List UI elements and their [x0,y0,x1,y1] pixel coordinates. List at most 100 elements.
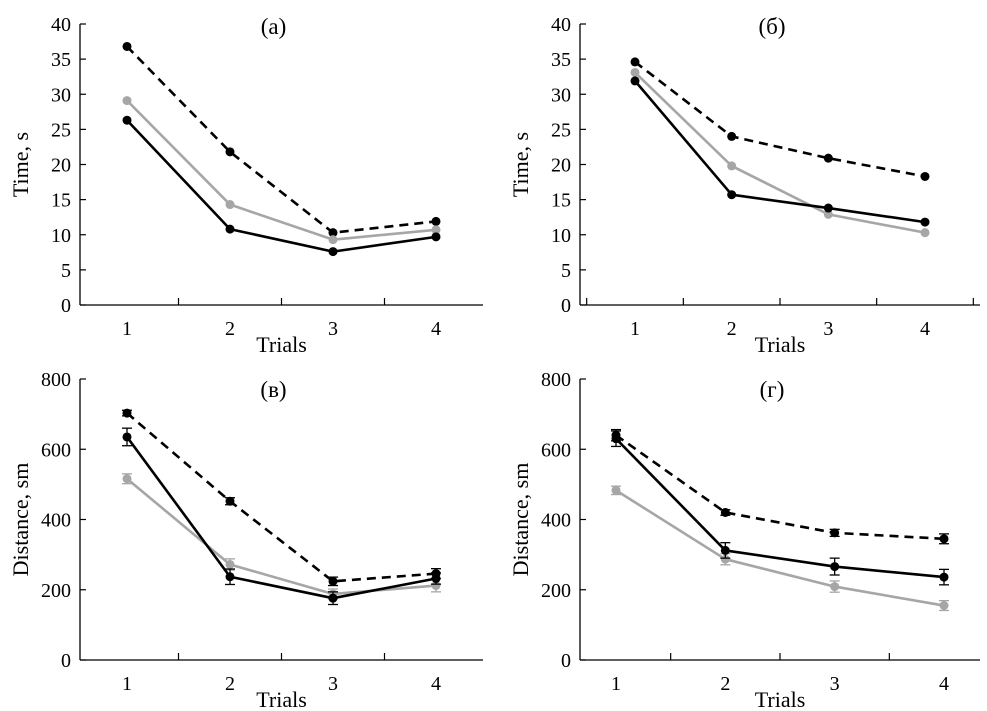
series-2 [122,473,441,600]
y-tick-label: 40 [51,14,71,36]
series-2 [630,67,930,238]
series-3 [122,115,441,257]
y-tick-label: 0 [561,650,571,672]
series-line [615,437,945,579]
data-point [830,562,840,572]
x-tick-label: 1 [122,318,132,340]
series-line [634,60,926,178]
x-tick-label: 1 [630,318,640,340]
chart-panel-3: 0 200 400 600 800 1 2 3 4 Trials Distance, sm (в) [8,369,483,711]
data-point [611,434,621,444]
data-point [720,554,730,564]
x-axis-title: Trials [755,332,806,357]
y-tick-label: 15 [51,190,71,212]
data-point [225,200,235,210]
data-point [431,225,441,235]
series-line [126,99,437,241]
y-tick-label: 25 [551,119,571,141]
data-point [225,559,235,569]
y-tick-label: 0 [61,295,71,317]
series-line [634,80,926,224]
data-point [225,224,235,234]
y-tick-label: 20 [551,155,571,177]
data-point [830,528,840,538]
data-point [920,228,930,238]
chart-panel-4: 0 200 400 600 800 1 2 3 4 Trials Distance, sm (г) [508,369,980,711]
series-line [615,434,945,541]
x-tick-label: 3 [823,318,833,340]
series-line [634,71,926,234]
x-tick-label: 3 [328,673,338,695]
series-line [126,45,437,234]
x-tick-label: 2 [225,673,235,695]
y-tick-label: 5 [561,260,571,282]
y-tick-label: 30 [551,84,571,106]
data-point [122,96,132,106]
chart-panel-1: 0 5 10 15 20 25 30 35 40 1 2 3 4 Trials Time, s (а) [8,14,483,357]
y-tick-label: 200 [541,580,571,602]
series-1 [122,41,441,238]
data-point [939,572,949,582]
data-point [328,247,338,257]
y-tick-label: 10 [51,225,71,247]
data-point [720,507,730,517]
x-tick-label: 3 [830,673,840,695]
y-axis-title: Time, s [508,132,533,197]
x-tick-label: 1 [611,673,621,695]
y-tick-label: 10 [551,225,571,247]
y-tick-label: 30 [51,84,71,106]
x-tick-label: 4 [920,318,930,340]
series-line [126,119,437,253]
y-tick-label: 800 [541,369,571,391]
data-point [920,217,930,227]
series-line [615,489,945,607]
y-axis-title: Distance, sm [508,463,533,577]
series-1 [611,428,949,545]
data-point [225,572,235,582]
x-tick-label: 4 [431,318,441,340]
x-tick-label: 1 [122,673,132,695]
data-point [630,76,640,86]
y-axis-title: Distance, sm [8,463,33,577]
data-point [823,209,833,219]
y-tick-label: 200 [41,580,71,602]
data-point [727,161,737,171]
panel-title: (г) [760,377,785,402]
series-line [126,412,437,583]
data-point [328,593,338,603]
data-point [920,171,930,181]
data-point [122,474,132,484]
data-point [611,485,621,495]
panel-title: (а) [261,14,287,39]
data-point [823,153,833,163]
series-2 [122,96,441,245]
data-point [122,41,132,51]
x-axis-title: Trials [256,687,307,711]
x-tick-label: 2 [225,318,235,340]
chart-panel-2: 0 5 10 15 20 25 30 35 40 1 2 3 4 Trials Time, s (б) [508,14,980,357]
y-tick-label: 35 [551,49,571,71]
panel-title: (б) [758,14,785,39]
y-tick-label: 35 [51,49,71,71]
y-tick-label: 400 [541,510,571,532]
data-point [431,581,441,591]
series-line [125,436,437,600]
data-point [328,235,338,245]
data-point [939,534,949,544]
data-point [727,190,737,200]
y-tick-label: 600 [41,439,71,461]
data-point [225,496,235,506]
data-point [122,408,132,418]
data-point [431,232,441,242]
y-tick-label: 400 [41,510,71,532]
y-tick-label: 20 [51,155,71,177]
y-axis-title: Time, s [8,132,33,197]
x-axis-title: Trials [755,687,806,711]
series-3 [630,76,930,227]
x-tick-label: 2 [720,673,730,695]
data-point [122,115,132,125]
x-tick-label: 4 [431,673,441,695]
data-point [431,574,441,584]
data-point [328,228,338,238]
